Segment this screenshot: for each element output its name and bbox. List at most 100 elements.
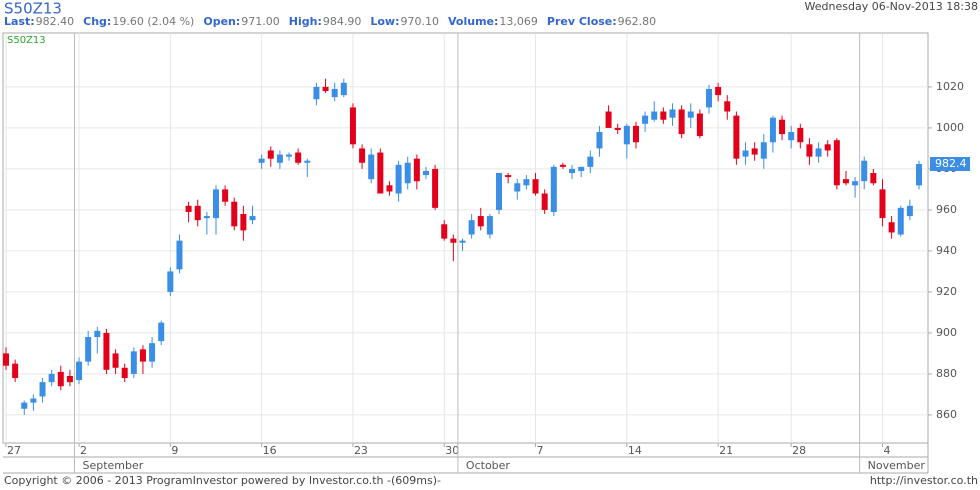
month-label: September xyxy=(82,459,143,472)
info-label: High: xyxy=(289,15,322,28)
month-label: October xyxy=(466,459,510,472)
candle-body xyxy=(194,205,201,221)
candle-body xyxy=(57,371,64,387)
candle-body xyxy=(185,205,192,212)
last-price-label: 982.4 xyxy=(935,157,967,170)
candle-body xyxy=(368,154,375,180)
candle-body xyxy=(286,154,293,157)
url: http://investor.co.th xyxy=(870,474,978,487)
y-tick-label: 940 xyxy=(936,244,957,257)
candle-body xyxy=(349,107,356,145)
info-label: Chg: xyxy=(83,15,111,28)
candle-body xyxy=(12,363,19,379)
candle-body xyxy=(386,185,393,192)
candle-body xyxy=(76,361,83,381)
candle-body xyxy=(66,375,73,383)
candle-body xyxy=(797,127,804,143)
candle-body xyxy=(21,402,28,409)
candle-body xyxy=(94,330,101,338)
candle-body xyxy=(550,166,557,212)
candle-body xyxy=(203,216,210,219)
candle-body xyxy=(359,148,366,163)
candle-body xyxy=(139,349,146,362)
candle-body xyxy=(112,353,119,368)
info-value: 962.80 xyxy=(618,15,657,28)
candle-body xyxy=(879,189,886,219)
candle-body xyxy=(322,86,329,92)
candle-body xyxy=(587,156,594,167)
candle-body xyxy=(30,398,37,403)
candle-body xyxy=(48,373,55,383)
candle-body xyxy=(176,240,183,270)
candle-body xyxy=(432,168,439,208)
candle-body xyxy=(340,82,347,96)
candle-body xyxy=(623,125,630,145)
x-tick-label: 21 xyxy=(719,444,733,457)
candle-body xyxy=(614,127,621,130)
candle-body xyxy=(669,109,676,118)
candle-body xyxy=(842,179,849,184)
candle-body xyxy=(130,351,137,374)
copyright: Copyright © 2006 - 2013 ProgramInvestor … xyxy=(4,474,441,487)
candle-body xyxy=(815,148,822,157)
candle-body xyxy=(3,353,9,366)
candle-body xyxy=(505,175,512,178)
candle-body xyxy=(706,88,713,108)
candle-body xyxy=(149,343,156,362)
candle-body xyxy=(651,111,658,120)
candle-body xyxy=(687,111,694,118)
candle-body xyxy=(824,144,831,151)
info-label: Open: xyxy=(203,15,240,28)
info-value: 970.10 xyxy=(401,15,440,28)
candle-body xyxy=(578,166,585,171)
y-tick-label: 960 xyxy=(936,203,957,216)
candle-body xyxy=(888,222,895,233)
candle-body xyxy=(605,111,612,128)
candle-body xyxy=(733,115,740,159)
candle-body xyxy=(158,322,165,342)
candle-body xyxy=(678,109,685,135)
candle-body xyxy=(660,111,667,120)
candle-body xyxy=(395,164,402,194)
candle-body xyxy=(121,367,128,379)
candle-body xyxy=(696,113,703,137)
month-label: November xyxy=(868,459,926,472)
candle-body xyxy=(313,86,320,100)
info-label: Prev Close: xyxy=(547,15,617,28)
candle-body xyxy=(632,125,639,143)
y-tick-label: 860 xyxy=(936,408,957,421)
candle-body xyxy=(240,214,247,231)
candle-body xyxy=(870,173,877,184)
candle-body xyxy=(85,337,92,362)
candle-body xyxy=(39,382,46,397)
candle-body xyxy=(441,224,448,239)
candle-body xyxy=(861,160,868,182)
x-tick-label: 28 xyxy=(792,444,806,457)
candle-body xyxy=(769,117,776,143)
candle-body xyxy=(222,189,229,202)
x-tick-label: 23 xyxy=(354,444,368,457)
candle-body xyxy=(715,86,722,96)
candle-body xyxy=(906,205,913,217)
x-tick-label: 7 xyxy=(537,444,544,457)
x-tick-label: 30 xyxy=(445,444,459,457)
x-tick-label: 2 xyxy=(80,444,87,457)
candle-body xyxy=(249,216,256,221)
candle-body xyxy=(541,193,548,210)
info-value: 982.40 xyxy=(36,15,75,28)
y-tick-label: 880 xyxy=(936,367,957,380)
candle-body xyxy=(760,142,767,159)
candle-body xyxy=(559,164,566,167)
candle-body xyxy=(413,158,420,182)
candle-body xyxy=(897,207,904,235)
last-price-box xyxy=(930,156,970,171)
candle-body xyxy=(596,132,603,149)
candle-body xyxy=(569,168,576,174)
candle-body xyxy=(523,179,530,186)
info-value: 984.90 xyxy=(323,15,362,28)
candle-body xyxy=(477,216,484,227)
info-value: 13,069 xyxy=(499,15,538,28)
candle-body xyxy=(496,173,503,210)
y-tick-label: 1000 xyxy=(936,121,964,134)
x-tick-label: 16 xyxy=(263,444,277,457)
